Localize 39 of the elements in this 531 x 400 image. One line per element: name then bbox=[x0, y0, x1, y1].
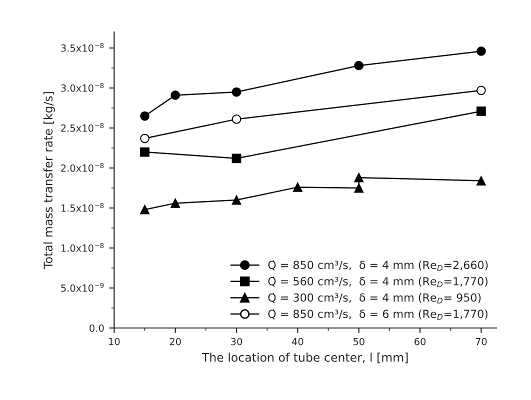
y-tick-label: 5.0x10$^{−9}$ bbox=[61, 282, 104, 292]
y-tick-label: 2.0x10$^{−8}$ bbox=[61, 162, 104, 172]
y-tick-label: 3.0x10$^{−8}$ bbox=[61, 82, 104, 92]
x-tick-label: 30 bbox=[231, 338, 242, 346]
y-tick-label: 1.0x10$^{−8}$ bbox=[61, 242, 104, 252]
y-axis-title: Total mass transfer rate [kg/s] bbox=[43, 92, 55, 269]
point bbox=[476, 106, 486, 116]
point bbox=[232, 87, 242, 97]
y-tick-label: 3.5x10$^{−8}$ bbox=[61, 42, 104, 52]
x-tick-label: 10 bbox=[109, 338, 120, 346]
x-tick-label: 20 bbox=[170, 338, 181, 346]
point bbox=[170, 90, 180, 100]
point bbox=[170, 198, 180, 208]
point bbox=[354, 172, 364, 182]
point bbox=[476, 86, 486, 96]
point bbox=[232, 114, 242, 124]
x-tick-label: 50 bbox=[353, 338, 364, 346]
y-tick-label: 0.0 bbox=[90, 324, 104, 332]
x-axis-title: The location of tube center, l [mm] bbox=[202, 352, 408, 364]
point bbox=[140, 111, 150, 121]
legend-label: Q̇ = 850 cm³/s, δ = 6 mm (Re$_{D}$=1,770) bbox=[268, 309, 488, 320]
point bbox=[140, 147, 150, 157]
point bbox=[476, 176, 486, 186]
x-tick-label: 60 bbox=[414, 338, 426, 346]
point bbox=[140, 204, 150, 214]
legend-label: Q̇ = 850 cm³/s, δ = 4 mm (Re$_{D}$=2,660) bbox=[268, 260, 488, 271]
legend-label: Q̇ = 560 cm³/s, δ = 4 mm (Re$_{D}$=1,770) bbox=[268, 276, 488, 288]
point bbox=[232, 154, 242, 164]
point bbox=[476, 46, 486, 56]
y-tick-label: 1.5x10$^{−8}$ bbox=[61, 202, 104, 212]
point bbox=[140, 134, 150, 144]
point bbox=[354, 60, 364, 70]
x-tick-label: 70 bbox=[476, 338, 487, 346]
point bbox=[354, 183, 364, 193]
y-tick-label: 2.5x10$^{−8}$ bbox=[61, 122, 104, 132]
x-tick-label: 40 bbox=[292, 338, 304, 346]
point bbox=[232, 195, 242, 205]
legend-label: Q̇ = 300 cm³/s, δ = 4 mm (Re$_{D}$= 950) bbox=[268, 293, 481, 304]
point bbox=[292, 182, 302, 192]
